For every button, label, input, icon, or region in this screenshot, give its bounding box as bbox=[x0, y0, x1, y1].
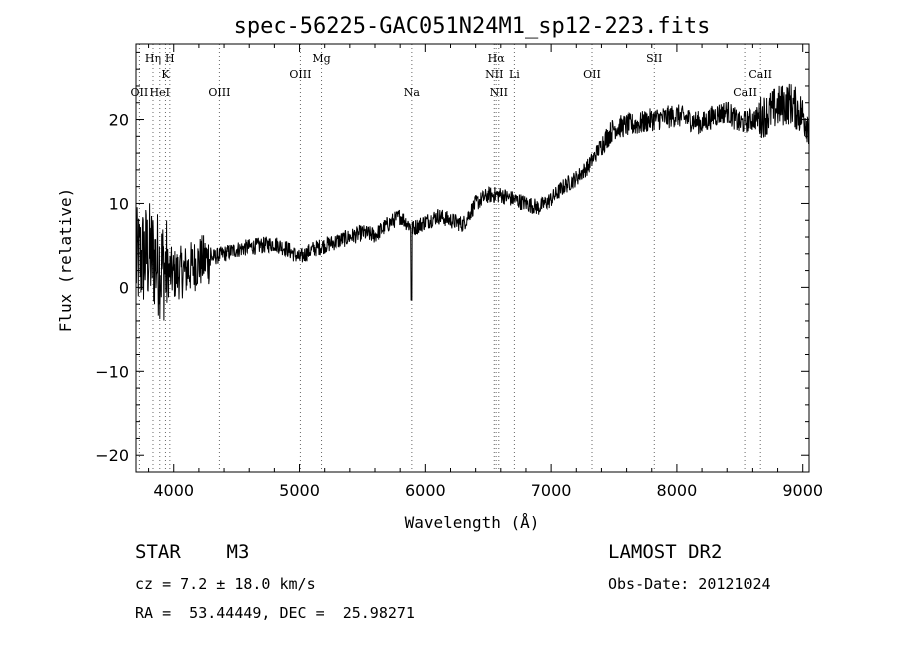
line-marker-label-0: OII bbox=[131, 86, 149, 99]
spectrum-line bbox=[135, 83, 810, 321]
x-tick-label-4000: 4000 bbox=[153, 481, 194, 500]
line-marker-label-14: SII bbox=[646, 52, 662, 65]
line-marker-label-10: NII bbox=[485, 68, 503, 81]
line-marker-label-11: Li bbox=[509, 68, 520, 81]
x-tick-label-6000: 6000 bbox=[405, 481, 446, 500]
line-marker-label-2: H bbox=[165, 52, 175, 65]
redshift-cz: cz = 7.2 ± 18.0 km/s bbox=[135, 575, 316, 593]
axis-ticks: 4000 5000 6000 7000 8000 9000 −20 −10 0 10 20 bbox=[95, 44, 823, 500]
spectrum-series bbox=[135, 83, 810, 321]
object-class: STAR M3 bbox=[135, 541, 250, 563]
line-marker-label-9: Hα bbox=[488, 52, 506, 65]
x-axis-label: Wavelength (Å) bbox=[405, 513, 540, 532]
line-marker-label-16: CaII bbox=[733, 86, 757, 99]
line-marker-label-7: Mg bbox=[312, 52, 330, 65]
y-tick-label--20: −20 bbox=[95, 446, 129, 465]
x-tick-label-9000: 9000 bbox=[782, 481, 823, 500]
obs-date: Obs-Date: 20121024 bbox=[608, 575, 771, 593]
line-marker-label-3: K bbox=[161, 68, 170, 81]
y-tick-label-10: 10 bbox=[109, 194, 129, 213]
x-tick-label-8000: 8000 bbox=[657, 481, 698, 500]
survey-name: LAMOST DR2 bbox=[608, 541, 723, 563]
y-axis-label: Flux (relative) bbox=[56, 188, 75, 333]
line-marker-label-15: CaII bbox=[748, 68, 772, 81]
x-tick-label-5000: 5000 bbox=[279, 481, 320, 500]
line-marker-label-8: Na bbox=[404, 86, 421, 99]
line-marker-label-4: HeI bbox=[150, 86, 170, 99]
chart-title: spec-56225-GAC051N24M1_sp12-223.fits bbox=[234, 14, 711, 39]
y-tick-label-0: 0 bbox=[119, 278, 129, 297]
line-marker-label-12: NII bbox=[490, 86, 508, 99]
y-tick-label-20: 20 bbox=[109, 111, 129, 130]
plot-frame bbox=[135, 43, 810, 473]
line-marker-label-5: OIII bbox=[208, 86, 230, 99]
line-marker-label-13: OII bbox=[583, 68, 601, 81]
line-marker-label-6: OIII bbox=[289, 68, 311, 81]
ra-dec: RA = 53.44449, DEC = 25.98271 bbox=[135, 604, 415, 622]
line-marker-label-1: Hη bbox=[145, 52, 161, 65]
x-tick-label-7000: 7000 bbox=[531, 481, 572, 500]
y-tick-label--10: −10 bbox=[95, 362, 129, 381]
